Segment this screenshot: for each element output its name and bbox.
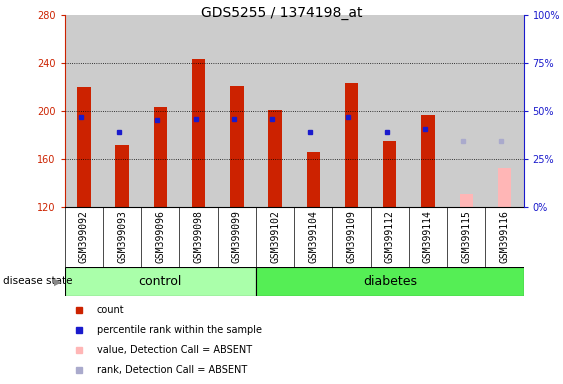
Bar xyxy=(65,267,256,296)
Text: diabetes: diabetes xyxy=(363,275,417,288)
Bar xyxy=(115,145,129,207)
Bar xyxy=(180,15,218,207)
Bar xyxy=(294,15,332,207)
Text: GSM399092: GSM399092 xyxy=(79,210,89,263)
Bar xyxy=(256,267,524,296)
Text: disease state: disease state xyxy=(3,276,72,286)
Text: count: count xyxy=(97,305,124,314)
Text: value, Detection Call = ABSENT: value, Detection Call = ABSENT xyxy=(97,345,252,355)
Text: GSM399109: GSM399109 xyxy=(346,210,356,263)
Text: GSM399104: GSM399104 xyxy=(309,210,318,263)
Text: GDS5255 / 1374198_at: GDS5255 / 1374198_at xyxy=(201,6,362,20)
Bar xyxy=(485,15,524,207)
Text: GSM399098: GSM399098 xyxy=(194,210,204,263)
Bar xyxy=(307,152,320,207)
Text: GSM399102: GSM399102 xyxy=(270,210,280,263)
Bar xyxy=(447,15,485,207)
Bar xyxy=(141,15,180,207)
Bar xyxy=(332,15,370,207)
Bar xyxy=(65,15,103,207)
Text: ▶: ▶ xyxy=(55,276,62,286)
Text: GSM399096: GSM399096 xyxy=(155,210,166,263)
Text: control: control xyxy=(138,275,182,288)
Bar xyxy=(103,15,141,207)
Bar xyxy=(256,15,294,207)
Bar xyxy=(345,83,358,207)
Bar xyxy=(409,15,447,207)
Bar xyxy=(230,86,244,207)
Bar xyxy=(192,58,205,207)
Bar xyxy=(218,15,256,207)
Bar xyxy=(459,194,473,207)
Text: GSM399112: GSM399112 xyxy=(385,210,395,263)
Bar xyxy=(383,141,396,207)
Text: GSM399114: GSM399114 xyxy=(423,210,433,263)
Text: GSM399099: GSM399099 xyxy=(232,210,242,263)
Bar xyxy=(269,110,282,207)
Text: rank, Detection Call = ABSENT: rank, Detection Call = ABSENT xyxy=(97,365,247,375)
Text: GSM399093: GSM399093 xyxy=(117,210,127,263)
Text: GSM399115: GSM399115 xyxy=(461,210,471,263)
Bar xyxy=(421,115,435,207)
Bar xyxy=(498,168,511,207)
Bar xyxy=(370,15,409,207)
Text: GSM399116: GSM399116 xyxy=(499,210,510,263)
Bar xyxy=(154,106,167,207)
Bar xyxy=(77,87,91,207)
Text: percentile rank within the sample: percentile rank within the sample xyxy=(97,325,262,335)
